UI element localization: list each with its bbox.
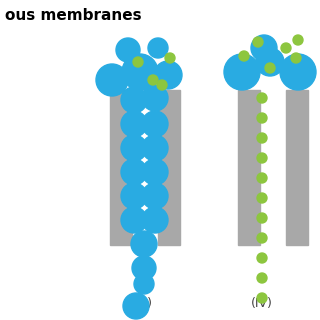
Circle shape	[142, 159, 168, 185]
Circle shape	[257, 113, 267, 123]
Circle shape	[257, 293, 267, 303]
Circle shape	[157, 80, 167, 90]
Bar	[110, 90, 132, 245]
Circle shape	[257, 173, 267, 183]
Circle shape	[121, 135, 147, 161]
Circle shape	[121, 159, 147, 185]
Circle shape	[148, 38, 168, 58]
Circle shape	[281, 43, 291, 53]
Circle shape	[154, 61, 182, 89]
Circle shape	[142, 207, 168, 233]
Circle shape	[257, 253, 267, 263]
Circle shape	[253, 37, 263, 47]
Circle shape	[257, 193, 267, 203]
Circle shape	[122, 54, 158, 90]
Circle shape	[265, 63, 275, 73]
Circle shape	[132, 256, 156, 280]
Circle shape	[133, 57, 143, 67]
Circle shape	[256, 48, 284, 76]
Circle shape	[239, 51, 249, 61]
Text: (IV): (IV)	[251, 297, 273, 310]
Circle shape	[142, 183, 168, 209]
Circle shape	[224, 54, 260, 90]
Circle shape	[257, 233, 267, 243]
Circle shape	[280, 54, 316, 90]
Circle shape	[257, 153, 267, 163]
Circle shape	[165, 53, 175, 63]
Circle shape	[257, 133, 267, 143]
Bar	[286, 90, 308, 245]
Circle shape	[131, 231, 157, 257]
Circle shape	[116, 38, 140, 62]
Circle shape	[257, 213, 267, 223]
Circle shape	[121, 183, 147, 209]
Circle shape	[142, 111, 168, 137]
Circle shape	[123, 293, 149, 319]
Circle shape	[121, 87, 147, 113]
Bar	[238, 90, 260, 245]
Circle shape	[96, 64, 128, 96]
Bar	[158, 90, 180, 245]
Circle shape	[121, 207, 147, 233]
Circle shape	[121, 111, 147, 137]
Circle shape	[134, 274, 154, 294]
Circle shape	[257, 273, 267, 283]
Circle shape	[251, 35, 277, 61]
Circle shape	[148, 75, 158, 85]
Circle shape	[257, 93, 267, 103]
Text: ous membranes: ous membranes	[5, 8, 142, 23]
Circle shape	[291, 53, 301, 63]
Circle shape	[142, 85, 168, 111]
Circle shape	[293, 35, 303, 45]
Text: (II): (II)	[135, 297, 153, 310]
Circle shape	[142, 135, 168, 161]
